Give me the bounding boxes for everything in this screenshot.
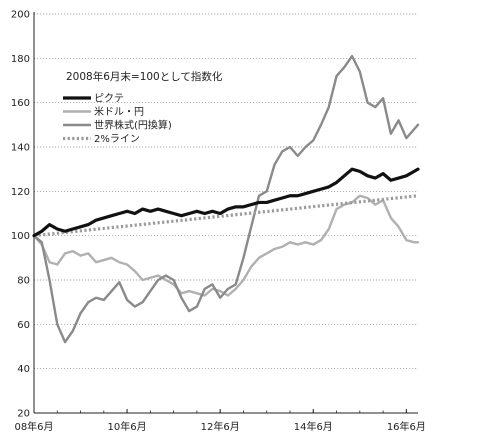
series-line-2	[32, 54, 420, 344]
legend-label: ピクテ	[94, 93, 124, 105]
series-line-1	[32, 194, 420, 297]
gridlines	[34, 13, 418, 370]
x-tick-label: 14年6月	[294, 420, 333, 433]
y-tick-label: 140	[11, 143, 30, 154]
y-tick-label: 40	[17, 364, 30, 375]
y-tick-label: 120	[11, 187, 30, 198]
x-tick-label: 10年6月	[108, 420, 147, 433]
legend-label: 2%ライン	[94, 133, 140, 145]
x-tick-label: 12年6月	[201, 420, 240, 433]
axes: 20 40 60 80 100 120 140 160 180 200 08年6月 10年6月 12年6…	[11, 10, 426, 434]
y-tick-label: 180	[11, 54, 30, 65]
x-tick-label: 16年6月	[387, 420, 426, 433]
y-tick-label: 160	[11, 98, 30, 109]
y-tick-label: 100	[11, 231, 30, 242]
chart-subtitle: 2008年6月末=100として指数化	[66, 70, 223, 83]
legend-label: 米ドル・円	[94, 105, 144, 118]
legend-label: 世界株式(円換算)	[94, 119, 172, 132]
y-tick-label: 80	[17, 276, 30, 287]
series-line-3	[33, 194, 419, 238]
legend: 2008年6月末=100として指数化 ピクテ米ドル・円世界株式(円換算)2%ライ…	[63, 70, 223, 145]
y-tick-label: 200	[11, 10, 30, 21]
x-tick-label: 08年6月	[14, 420, 53, 433]
y-tick-label: 60	[17, 320, 30, 331]
series-lines	[32, 54, 420, 344]
series-line-0	[32, 167, 420, 238]
y-tick-label: 20	[17, 409, 30, 420]
